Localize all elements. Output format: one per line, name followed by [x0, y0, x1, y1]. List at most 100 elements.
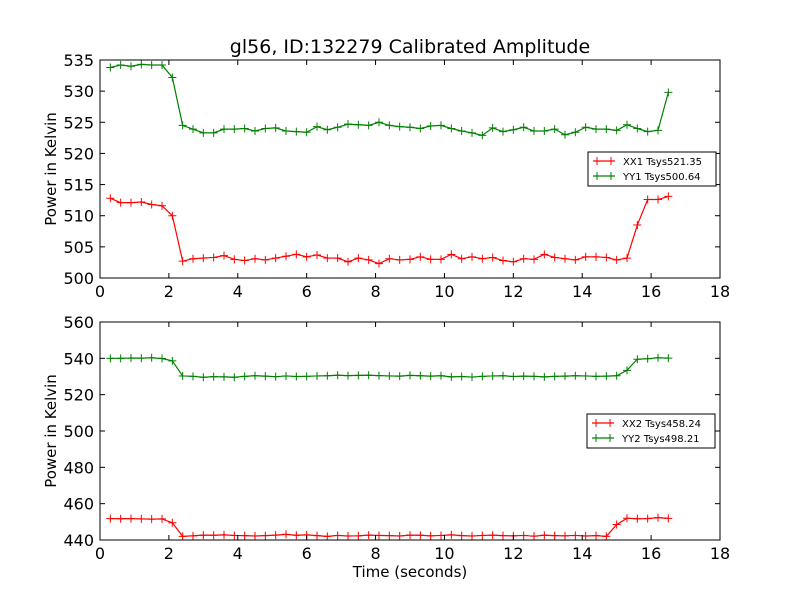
top-data-point	[426, 122, 435, 131]
bottom-data-point	[189, 531, 197, 540]
top-data-point	[550, 253, 559, 262]
top-data-point	[240, 124, 249, 133]
top-data-point	[447, 124, 456, 133]
bottom-legend-marker	[592, 434, 600, 442]
top-legend-marker	[593, 172, 601, 180]
top-data-point	[199, 128, 208, 137]
bottom-y-tick-label: 520	[63, 386, 94, 405]
top-data-point	[457, 127, 466, 136]
bottom-data-point	[519, 531, 528, 540]
bottom-data-point	[664, 354, 673, 363]
top-data-point	[302, 252, 311, 261]
bottom-data-point	[416, 531, 425, 540]
top-data-point	[158, 201, 166, 210]
top-data-point	[323, 254, 332, 263]
bottom-ticks: 0 2 4 6 8 10 12 14 16 18 440 460 480 500 520 540 560	[63, 313, 730, 563]
bottom-data-point	[437, 531, 445, 540]
top-data-point	[468, 252, 476, 261]
bottom-data-point	[158, 354, 166, 363]
top-data-point	[509, 257, 518, 266]
top-data-point	[623, 120, 631, 129]
bottom-y-tick-label: 460	[63, 495, 94, 514]
bottom-y-tick-label: 500	[63, 422, 94, 441]
top-data-point	[561, 254, 569, 263]
top-data-point	[209, 253, 218, 262]
bottom-data-point	[137, 514, 146, 523]
bottom-data-point	[561, 531, 569, 540]
bottom-data-point	[323, 532, 332, 541]
top-y-tick-label: 515	[63, 176, 94, 195]
bottom-data-point	[457, 531, 466, 540]
bottom-x-tick-label: 12	[503, 544, 523, 563]
top-legend-item: XX1 Tsys521.35	[593, 157, 702, 168]
top-legend-label: XX1 Tsys521.35	[623, 157, 702, 168]
bottom-data-point	[488, 371, 497, 380]
top-data-point	[333, 254, 342, 263]
top-data-point	[602, 125, 611, 134]
top-data-point	[540, 250, 549, 259]
top-data-point	[189, 125, 197, 134]
top-data-point	[178, 121, 187, 130]
top-legend-marker	[607, 157, 615, 165]
bottom-data-point	[189, 372, 197, 381]
top-data-point	[364, 255, 373, 264]
top-data-point	[375, 259, 383, 268]
top-data-point	[499, 256, 507, 265]
top-x-tick-label: 18	[710, 282, 730, 301]
bottom-legend-label: YY2 Tsys498.21	[621, 434, 700, 445]
top-data-point	[478, 254, 487, 263]
top-data-point	[581, 123, 590, 132]
bottom-data-point	[313, 531, 321, 540]
top-data-point	[437, 121, 445, 130]
top-x-tick-label: 12	[503, 282, 523, 301]
top-data-point	[354, 120, 363, 129]
top-y-tick-label: 520	[63, 144, 94, 163]
top-data-point	[158, 60, 166, 69]
top-axes-frame	[99, 59, 721, 279]
bottom-x-tick-label: 14	[572, 544, 592, 563]
bottom-legend-box	[586, 413, 716, 449]
bottom-data-point	[623, 514, 631, 523]
bottom-data-point	[323, 371, 332, 380]
top-data-point	[468, 128, 476, 137]
bottom-data-point	[116, 354, 125, 363]
top-x-tick-label: 14	[572, 282, 592, 301]
top-data-point	[395, 122, 404, 131]
bottom-data-point	[509, 372, 518, 381]
bottom-data-point	[375, 371, 383, 380]
top-data-point	[561, 130, 569, 139]
top-data-point	[116, 198, 125, 207]
bottom-data-point	[282, 530, 290, 539]
bottom-data-point	[313, 371, 321, 380]
bottom-data-point	[581, 371, 590, 380]
bottom-data-point	[550, 372, 559, 381]
top-data-point	[602, 253, 611, 262]
top-x-tick-label: 0	[95, 282, 105, 301]
bottom-data-point	[478, 531, 487, 540]
bottom-data-point	[602, 532, 611, 541]
bottom-data-point	[261, 372, 270, 381]
bottom-data-point	[106, 514, 115, 523]
top-legend: XX1 Tsys521.35 YY1 Tsys500.64	[587, 151, 717, 187]
bottom-data-point	[468, 532, 476, 541]
top-data-point	[426, 255, 435, 264]
top-data-point	[292, 250, 301, 259]
bottom-data-point	[540, 372, 549, 381]
bottom-x-tick-label: 6	[302, 544, 312, 563]
top-data-point	[282, 252, 290, 261]
top-data-point	[633, 124, 642, 133]
top-data-point	[437, 255, 445, 264]
bottom-legend-label: XX2 Tsys458.24	[622, 419, 701, 430]
bottom-x-tick-label: 8	[370, 544, 380, 563]
top-x-tick-label: 8	[370, 282, 380, 301]
bottom-data-point	[633, 514, 642, 523]
top-data-point	[106, 63, 115, 72]
bottom-data-point	[106, 354, 115, 363]
bottom-data-point	[633, 355, 642, 364]
top-data-point	[612, 255, 621, 264]
top-y-tick-label: 500	[63, 269, 94, 288]
bottom-data-point	[395, 372, 404, 381]
bottom-y-tick-label: 480	[63, 458, 94, 477]
top-data-point	[344, 257, 352, 266]
